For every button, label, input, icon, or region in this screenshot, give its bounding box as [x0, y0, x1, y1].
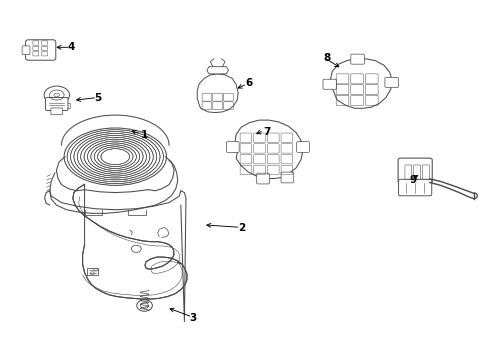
Polygon shape — [197, 74, 238, 113]
FancyBboxPatch shape — [256, 173, 269, 184]
Polygon shape — [234, 120, 303, 179]
Text: 6: 6 — [245, 78, 252, 88]
FancyBboxPatch shape — [350, 54, 364, 64]
Text: 1: 1 — [141, 130, 148, 140]
FancyBboxPatch shape — [398, 179, 431, 196]
FancyBboxPatch shape — [281, 172, 293, 183]
Polygon shape — [73, 184, 186, 299]
FancyBboxPatch shape — [45, 98, 68, 111]
Text: 9: 9 — [408, 175, 415, 185]
FancyBboxPatch shape — [226, 141, 239, 152]
FancyBboxPatch shape — [384, 77, 398, 87]
Polygon shape — [330, 59, 391, 108]
FancyBboxPatch shape — [25, 40, 56, 60]
FancyBboxPatch shape — [51, 108, 62, 115]
FancyBboxPatch shape — [323, 79, 336, 89]
Ellipse shape — [44, 86, 69, 104]
Text: 5: 5 — [94, 93, 102, 103]
Text: 7: 7 — [262, 127, 269, 136]
FancyBboxPatch shape — [397, 158, 431, 183]
Text: 4: 4 — [67, 42, 75, 52]
FancyBboxPatch shape — [296, 141, 309, 152]
FancyBboxPatch shape — [22, 46, 30, 54]
Ellipse shape — [64, 128, 166, 185]
Text: 2: 2 — [238, 224, 245, 233]
Text: 3: 3 — [189, 313, 197, 323]
Text: 8: 8 — [323, 53, 330, 63]
Circle shape — [137, 300, 152, 311]
Polygon shape — [206, 67, 228, 74]
